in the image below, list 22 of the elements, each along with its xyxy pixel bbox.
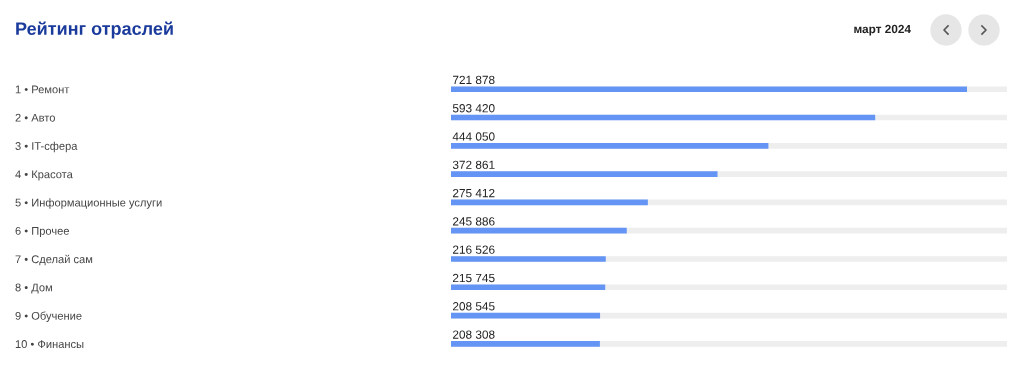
data-label: 593 420 <box>452 104 495 113</box>
y-tick-label: 6 • Прочее <box>15 226 69 238</box>
y-tick-label: 9 • Обучение <box>15 311 82 322</box>
text: Рейтинг отраслей <box>16 21 173 39</box>
data-label: 444 050 <box>452 132 495 141</box>
chart-subtitle: март 2024 <box>854 24 911 36</box>
y-tick-label: 7 • Сделай сам <box>15 254 93 266</box>
data-label: 208 308 <box>452 330 495 339</box>
data-label: 275 412 <box>452 188 495 198</box>
data-label: 245 886 <box>452 217 495 226</box>
y-tick-label: 10 • Финансы <box>15 340 84 348</box>
y-tick-label: 5 • Информационные услуги <box>15 198 162 209</box>
y-tick-label: 1 • Ремонт <box>15 85 70 94</box>
y-tick-label: 4 • Красота <box>15 170 73 181</box>
y-tick-label: 2 • Авто <box>15 113 55 122</box>
y-tick-label: 8 • Дом <box>15 283 52 294</box>
y-tick-label: 3 • IT-сфера <box>15 141 78 153</box>
data-label: 372 861 <box>452 160 495 169</box>
data-label: 721 878 <box>452 75 495 85</box>
data-label: 208 545 <box>452 302 495 311</box>
data-label: 215 745 <box>452 273 495 283</box>
data-label: 216 526 <box>452 245 495 254</box>
